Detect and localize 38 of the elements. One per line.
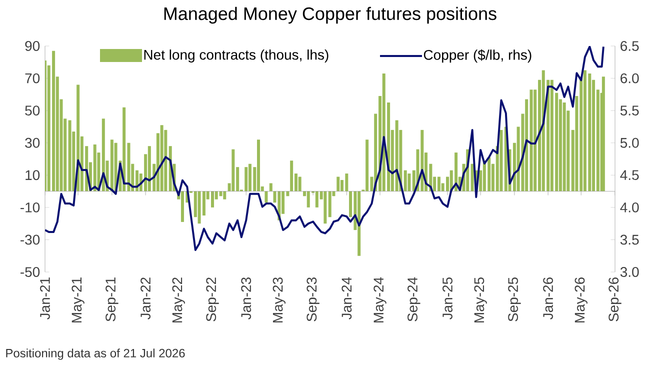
y2-tick-label: 6.0 — [620, 73, 639, 84]
chart-title: Managed Money Copper futures positions — [164, 6, 496, 24]
x-tick-label: May-25 — [474, 277, 487, 322]
y2-tick-label: 4.5 — [620, 170, 639, 180]
x-tick-label: May-22 — [172, 278, 185, 322]
x-tick-label: Sep-25 — [508, 277, 521, 322]
legend-label: Net long contracts (thous, lhs) — [144, 49, 328, 63]
x-tick-label: May-21 — [72, 278, 84, 322]
y2-tick-label: 5.0 — [620, 138, 639, 148]
y2-tick-label: 3.5 — [620, 234, 639, 245]
x-tick-label: Sep-23 — [306, 277, 320, 322]
legend-label: Copper ($/lb, rhs) — [424, 49, 532, 63]
y-tick-label: 10 — [26, 170, 40, 180]
y-tick-label: 90 — [25, 41, 40, 51]
x-tick-label: Sep-26 — [608, 277, 622, 322]
x-tick-label: May-24 — [374, 277, 386, 322]
y2-tick-label: 3.0 — [620, 267, 639, 277]
y2-tick-label: 4.0 — [620, 202, 639, 212]
x-tick-label: Jan-21 — [40, 278, 50, 320]
x-tick-label: May-26 — [574, 277, 588, 322]
y-tick-label: -10 — [20, 202, 40, 212]
x-tick-label: Jan-25 — [442, 277, 452, 320]
x-tick-label: Sep-21 — [106, 278, 118, 322]
y-tick-label: 30 — [25, 138, 40, 148]
x-tick-label: May-23 — [272, 277, 286, 322]
y-tick-label: 50 — [25, 106, 40, 116]
y2-tick-label: 6.5 — [620, 41, 639, 51]
y-tick-label: 70 — [25, 73, 40, 84]
x-tick-label: Jan-22 — [140, 278, 151, 320]
x-tick-label: Jan-26 — [543, 277, 554, 320]
y2-tick-label: 5.5 — [620, 106, 639, 116]
x-tick-label: Sep-22 — [206, 278, 219, 322]
x-tick-label: Jan-24 — [342, 277, 352, 320]
y-tick-label: -30 — [20, 234, 40, 245]
x-tick-label: Sep-24 — [408, 277, 420, 322]
text: Positioning data as of 21 Jul 2026 — [6, 348, 185, 360]
x-tick-label: Jan-23 — [241, 277, 252, 320]
y-tick-label: -50 — [20, 267, 40, 277]
